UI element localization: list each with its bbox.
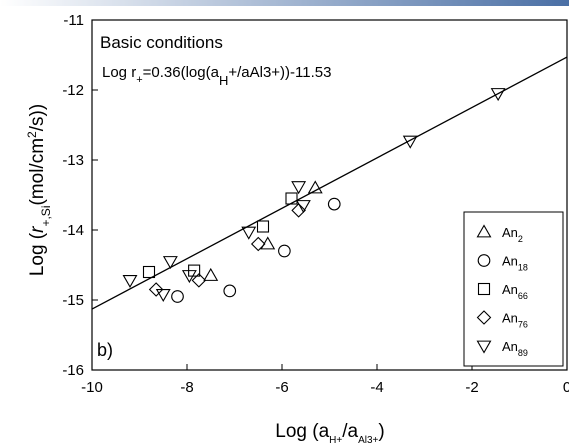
equation-prefix: Log r (102, 64, 136, 81)
legend-label-name: An (502, 225, 518, 240)
legend-label-sub: 76 (518, 320, 528, 330)
x-tick-label: -10 (81, 379, 103, 396)
x-axis-label: Log (aH+/aAl3+) (275, 421, 384, 445)
data-point (327, 197, 341, 211)
legend-item: An2 (476, 224, 523, 244)
y-tick-label: -13 (62, 152, 84, 169)
data-point (122, 274, 138, 289)
y-tick-label: -15 (62, 292, 84, 309)
x-label-sub2: Al3+ (358, 435, 378, 445)
x-label-end: ) (378, 421, 384, 442)
y-tick-label: -12 (62, 82, 84, 99)
chart-title: Basic conditions (100, 33, 223, 52)
legend-item: An76 (476, 310, 528, 330)
data-point (490, 88, 506, 102)
legend-label: An66 (502, 282, 528, 301)
legend-item: An66 (477, 282, 528, 301)
plot-frame (91, 19, 568, 371)
series-an66 (142, 192, 298, 279)
legend-item: An89 (476, 339, 528, 358)
legend-marker (477, 254, 491, 267)
legend-label-name: An (502, 282, 518, 297)
y-tick-label: -14 (62, 222, 84, 239)
legend-label-sub: 18 (518, 263, 528, 273)
panel-label: b) (97, 340, 113, 360)
data-point (402, 135, 418, 149)
series-an76 (148, 203, 306, 297)
legend-box (463, 211, 564, 367)
data-point (171, 290, 184, 303)
y-axis-label: Log (r+,Si(mol/cm2/s)) (25, 104, 53, 276)
data-point (142, 265, 156, 279)
legend-label-sub: 89 (518, 348, 528, 358)
y-label-sup: 2 (25, 131, 39, 138)
equation-sub-plus: + (136, 74, 142, 86)
equation-mid: =0.36(log(a (143, 64, 220, 81)
x-tick-label: -6 (275, 379, 288, 396)
x-label-mid: /a (342, 421, 358, 442)
y-label-sub: +,Si (39, 206, 53, 227)
x-label-sub1: H+ (329, 435, 342, 445)
legend-marker (477, 282, 491, 296)
legend-label-name: An (502, 254, 518, 269)
legend-label-name: An (502, 339, 518, 354)
top-band (0, 0, 569, 6)
legend-marker (476, 224, 492, 238)
data-point (162, 256, 178, 270)
y-label-r: r (27, 226, 48, 233)
legend-label: An18 (502, 254, 528, 273)
x-label-text: Log (a (275, 421, 329, 442)
series-an89 (122, 88, 506, 303)
legend-marker (476, 340, 492, 354)
data-point (250, 236, 266, 252)
y-label-end: /s)) (27, 104, 48, 131)
data-point (285, 192, 298, 205)
x-tick-label: 0 (563, 379, 569, 396)
equation-suffix: +/aAl3+))-11.53 (228, 64, 331, 81)
legend-label-name: An (502, 311, 518, 326)
legend-label-sub: 2 (518, 234, 523, 244)
data-point (155, 288, 171, 303)
legend-label: An76 (502, 311, 528, 330)
data-point (241, 226, 257, 240)
data-point (295, 200, 311, 214)
data-point (291, 181, 307, 195)
series-an18 (171, 197, 341, 303)
legend-marker (476, 310, 492, 325)
data-point (307, 180, 323, 194)
data-point (291, 203, 306, 218)
legend-label: An89 (502, 339, 528, 358)
data-point (223, 284, 237, 298)
data-point (148, 282, 164, 297)
y-tick-label: -16 (62, 362, 84, 379)
x-tick-label: -2 (465, 379, 478, 396)
y-label-unit: (mol/cm (27, 138, 48, 206)
legend-label: An2 (502, 225, 523, 244)
x-tick-label: -8 (180, 379, 193, 396)
data-point (191, 273, 207, 288)
data-point (256, 220, 270, 233)
y-tick-label: -11 (63, 12, 84, 29)
x-tick-label: -4 (370, 379, 383, 396)
y-label-text: Log ( (27, 232, 48, 276)
equation-sub-h: H (219, 73, 228, 88)
data-point (203, 267, 219, 281)
data-point (278, 244, 291, 258)
legend-label-sub: 66 (518, 291, 528, 301)
legend-item: An18 (477, 254, 528, 273)
data-point (181, 270, 197, 284)
fit-equation: Log r+=0.36(log(aH+/aAl3+))-11.53 (102, 64, 331, 88)
